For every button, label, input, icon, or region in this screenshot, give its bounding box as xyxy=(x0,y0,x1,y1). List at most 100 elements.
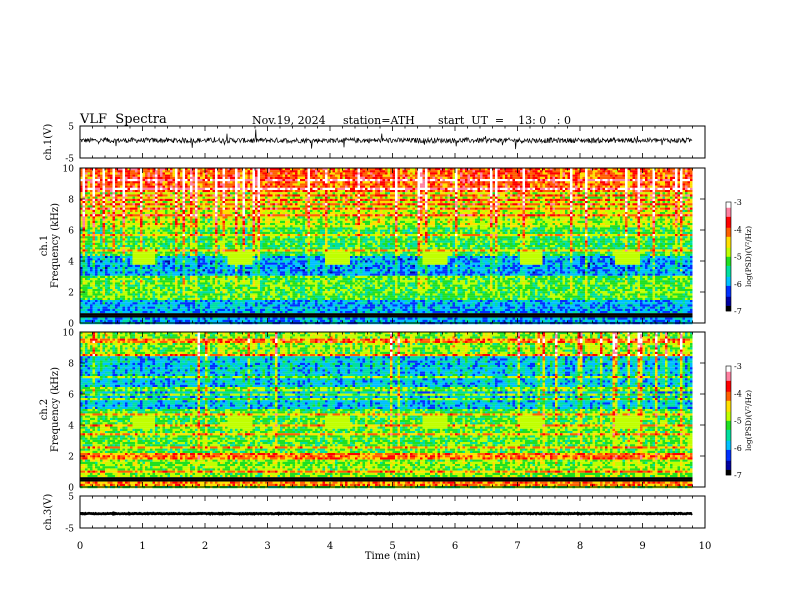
ch1-spectrogram-cell xyxy=(585,170,588,172)
ch1-spectrogram-cell xyxy=(588,203,591,205)
ch1-spectrogram-cell xyxy=(430,201,433,203)
ch1-spectrogram-cell xyxy=(510,172,513,174)
ch1-spectrogram-cell xyxy=(115,175,118,177)
ch1-spectrogram-cell xyxy=(250,203,253,205)
ch1-spectrogram-cell xyxy=(373,197,376,199)
ch1-spectrogram-cell xyxy=(545,175,548,177)
ch1-spectrogram-cell xyxy=(653,181,656,183)
ch1-spectrogram-cell xyxy=(350,197,353,199)
ch1-spectrogram-cell xyxy=(410,181,413,183)
ch1-spectrogram-cell xyxy=(328,190,331,192)
ch1-spectrogram-cell xyxy=(325,203,328,205)
ch1-spectrogram-cell xyxy=(128,199,131,201)
ch1-spectrogram-cell xyxy=(505,175,508,177)
ch1-spectrogram-cell xyxy=(410,188,413,190)
ch1-spectrogram-cell xyxy=(465,188,468,190)
ch1-spectrogram-cell xyxy=(560,183,563,185)
ch1-spectrogram-cell xyxy=(603,203,606,205)
ch1-spectrogram-cell xyxy=(98,188,101,190)
ch1-spectrogram-cell xyxy=(540,190,543,192)
ch1-spectrogram-cell xyxy=(540,203,543,205)
ch1-spectrogram-cell xyxy=(233,183,236,185)
ch1-spectrogram-cell xyxy=(363,199,366,201)
ch1-spectrogram-cell xyxy=(423,190,426,192)
ch1-spectrogram-cell xyxy=(283,177,286,179)
ch1-spectrogram-cell xyxy=(98,194,101,196)
ch1-spectrogram-cell xyxy=(238,177,241,179)
ch1-spectrogram-cell xyxy=(125,177,128,179)
ch1-spectrogram-cell xyxy=(610,179,613,181)
ch1-spectrogram-cell xyxy=(113,205,116,207)
ch1-spectrogram-cell xyxy=(388,197,391,199)
ch1-spectrogram-cell xyxy=(233,197,236,199)
ch1-spectrogram-cell xyxy=(493,197,496,199)
ch1-spectrogram-cell xyxy=(560,172,563,174)
ch1-spectrogram-cell xyxy=(435,197,438,199)
ch1-spectrogram-cell xyxy=(323,197,326,199)
ch1-spectrogram-cell xyxy=(315,175,318,177)
ch1-spectrogram-cell xyxy=(608,186,611,188)
ch1-spectrogram-cell xyxy=(380,201,383,203)
ch1-spectrogram-cell xyxy=(535,170,538,172)
ch1-spectrogram-cell xyxy=(680,194,683,196)
ch1-spectrogram-cell xyxy=(530,194,533,196)
ch1-spectrogram-cell xyxy=(93,194,96,196)
ch1-spectrogram-cell xyxy=(475,197,478,199)
ch1-spectrogram-cell xyxy=(475,203,478,205)
ch1-spectrogram-cell xyxy=(543,177,546,179)
ch1-spectrogram-cell xyxy=(623,188,626,190)
ch1-spectrogram-cell xyxy=(275,199,278,201)
ch1-spectrogram-cell xyxy=(653,192,656,194)
ch1-spectrogram-cell xyxy=(443,181,446,183)
ch1-spectrogram-cell xyxy=(108,203,111,205)
ch1-spectrogram-cell xyxy=(275,183,278,185)
ch1-spectrogram-cell xyxy=(343,179,346,181)
ch1-spectrogram-cell xyxy=(120,179,123,181)
ch1-spectrogram-cell xyxy=(165,203,168,205)
ch1-spectrogram-cell xyxy=(425,186,428,188)
ch1-spectrogram-cell xyxy=(598,188,601,190)
ch1-spectrogram-cell xyxy=(480,192,483,194)
ch1-spectrogram-cell xyxy=(378,190,381,192)
ch1-spectrogram-cell xyxy=(500,170,503,172)
ch1-spectrogram-cell xyxy=(108,197,111,199)
ch1-spectrogram-cell xyxy=(135,186,138,188)
ch1-spectrogram-cell xyxy=(220,181,223,183)
ch1-spectrogram-cell xyxy=(158,183,161,185)
ch1-spectrogram-cell xyxy=(528,183,531,185)
ch1-spectrogram-cell xyxy=(398,175,401,177)
ch1-spectrogram-cell xyxy=(650,177,653,179)
ch1-spectrogram-cell xyxy=(170,197,173,199)
ch1-spectrogram-cell xyxy=(580,203,583,205)
ch1-spectrogram-cell xyxy=(675,183,678,185)
ch1-spectrogram-cell xyxy=(613,186,616,188)
ch1-spectrogram-cell xyxy=(560,199,563,201)
ch1-spectrogram-cell xyxy=(225,190,228,192)
ch1-spectrogram-cell xyxy=(573,192,576,194)
ch1-spectrogram-cell xyxy=(375,203,378,205)
ch1-spectrogram-cell xyxy=(563,192,566,194)
ch1-spectrogram-cell xyxy=(690,181,693,183)
ch1-spectrogram-cell xyxy=(688,194,691,196)
ch1-spectrogram-cell xyxy=(433,175,436,177)
ch1-spectrogram-cell xyxy=(465,192,468,194)
ch1-spectrogram-cell xyxy=(235,183,238,185)
ch1-spectrogram-cell xyxy=(440,203,443,205)
ch1-spectrogram-cell xyxy=(498,172,501,174)
ch1-spectrogram-cell xyxy=(578,192,581,194)
ch1-spectrogram-cell xyxy=(563,183,566,185)
ch1-spectrogram-cell xyxy=(228,201,231,203)
ch1-spectrogram-cell xyxy=(690,194,693,196)
ch1-spectrogram-cell xyxy=(223,203,226,205)
ch1-spectrogram-cell xyxy=(203,181,206,183)
ch1-spectrogram-cell xyxy=(113,199,116,201)
ch1-spectrogram-cell xyxy=(378,179,381,181)
ch1-spectrogram-cell xyxy=(473,203,476,205)
ch1-spectrogram-cell xyxy=(103,183,106,185)
ch1-spectrogram-cell xyxy=(253,190,256,192)
ch1-spectrogram-cell xyxy=(410,186,413,188)
ch1-spectrogram-cell xyxy=(105,179,108,181)
ch1-spectrogram-cell xyxy=(590,183,593,185)
ch1-spectrogram-cell xyxy=(288,199,291,201)
ch1-spectrogram-cell xyxy=(513,172,516,174)
